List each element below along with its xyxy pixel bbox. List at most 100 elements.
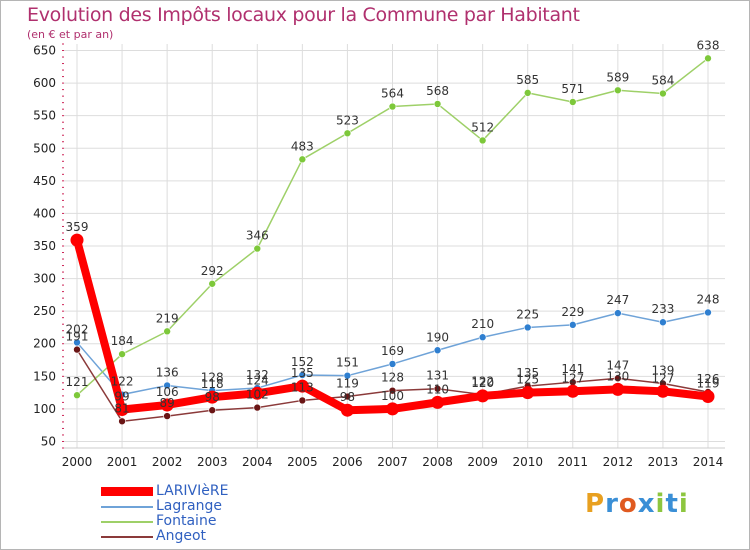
- data-label-larivi-re-2005: 135: [291, 366, 314, 380]
- marker-fontaine-2014: [704, 54, 712, 63]
- data-label-lagrange-2004: 132: [246, 368, 269, 382]
- data-label-larivi-re-2003: 118: [201, 377, 224, 391]
- data-label-lagrange-2002: 136: [156, 365, 179, 379]
- data-label-fontaine-2008: 568: [426, 84, 449, 98]
- legend-label-larivi-re: LARIVIèRE: [156, 483, 229, 499]
- x-tick-label-2004: 2004: [242, 455, 273, 469]
- marker-fontaine-2009: [478, 136, 487, 145]
- marker-angeot-2003: [208, 406, 217, 415]
- data-label-angeot-2002: 89: [160, 396, 175, 410]
- marker-fontaine-2012: [614, 86, 622, 95]
- data-label-larivi-re-2011: 127: [561, 371, 584, 385]
- y-tick-label-450: 450: [33, 174, 56, 188]
- marker-fontaine-2004: [253, 244, 262, 253]
- marker-angeot-2002: [163, 412, 171, 420]
- legend-label-lagrange: Lagrange: [156, 498, 222, 514]
- logo-letter: t: [665, 489, 679, 519]
- x-tick-label-2001: 2001: [107, 455, 138, 469]
- data-label-angeot-2013: 139: [651, 363, 674, 377]
- x-tick-label-2007: 2007: [377, 455, 408, 469]
- marker-larivi-re-2000: [70, 233, 84, 247]
- marker-lagrange-2012: [614, 309, 622, 317]
- marker-angeot-2004: [253, 403, 262, 412]
- y-tick-label-250: 250: [33, 304, 56, 318]
- data-label-lagrange-2005: 152: [291, 355, 314, 369]
- data-label-angeot-2009: 122: [471, 375, 494, 389]
- data-label-lagrange-2011: 229: [561, 305, 584, 319]
- marker-lagrange-2014: [704, 308, 712, 317]
- data-label-angeot-2014: 126: [697, 372, 720, 386]
- data-label-larivi-re-2006: 98: [340, 390, 355, 404]
- logo-letter: i: [655, 489, 666, 519]
- data-label-lagrange-2001: 122: [111, 375, 134, 389]
- data-label-lagrange-2010: 225: [516, 307, 539, 321]
- marker-angeot-2005: [298, 396, 307, 405]
- data-label-lagrange-2013: 233: [651, 302, 674, 316]
- legend-label-fontaine: Fontaine: [156, 513, 217, 529]
- y-tick-label-650: 650: [33, 44, 56, 58]
- data-label-fontaine-2005: 483: [291, 139, 314, 153]
- y-axis: 50 100 150 200 250 300 350 400 450 500 550 600 650: [33, 43, 64, 449]
- legend-swatch-larivi-re: [101, 487, 153, 496]
- data-label-lagrange-2006: 151: [336, 356, 359, 370]
- logo-letter: o: [618, 489, 638, 519]
- data-label-larivi-re-2014: 119: [697, 377, 720, 391]
- y-tick-label-550: 550: [33, 109, 56, 123]
- marker-fontaine-2000: [73, 391, 81, 400]
- data-label-angeot-2011: 141: [561, 362, 584, 376]
- marker-larivi-re-2009: [476, 389, 490, 403]
- logo-letter: P: [585, 489, 606, 519]
- data-label-larivi-re-2001: 99: [114, 390, 129, 404]
- data-label-larivi-re-2013: 127: [651, 371, 674, 385]
- y-tick-label-200: 200: [33, 337, 56, 351]
- y-tick-label-50: 50: [41, 434, 56, 448]
- x-tick-label-2002: 2002: [152, 455, 183, 469]
- marker-lagrange-2009: [478, 333, 487, 342]
- marker-larivi-re-2007: [386, 402, 399, 416]
- x-tick-label-2013: 2013: [648, 455, 679, 469]
- x-tick-label-2006: 2006: [332, 455, 363, 469]
- data-label-fontaine-2007: 564: [381, 87, 404, 101]
- data-label-fontaine-2001: 184: [111, 334, 134, 348]
- data-label-larivi-re-2012: 130: [606, 369, 629, 383]
- data-label-larivi-re-2002: 106: [156, 385, 179, 399]
- x-tick-label-2012: 2012: [603, 455, 634, 469]
- x-tick-label-2014: 2014: [693, 455, 724, 469]
- proxiti-logo: Proxiti: [585, 489, 689, 519]
- marker-larivi-re-2010: [521, 386, 535, 400]
- marker-larivi-re-2004: [250, 386, 264, 400]
- marker-lagrange-2008: [433, 346, 442, 355]
- data-label-fontaine-2000: 121: [66, 375, 89, 389]
- chart-title: Evolution des Impôts locaux pour la Comm…: [27, 4, 580, 26]
- marker-angeot-2001: [118, 417, 126, 426]
- y-tick-label-300: 300: [33, 272, 56, 286]
- data-label-larivi-re-2009: 120: [471, 376, 494, 390]
- legend-swatch-lagrange: [101, 506, 153, 508]
- marker-larivi-re-2001: [115, 403, 129, 417]
- data-label-fontaine-2006: 523: [336, 113, 359, 127]
- marker-lagrange-2006: [343, 371, 352, 380]
- grid-lines: [64, 44, 725, 448]
- marker-angeot-2012: [614, 374, 622, 383]
- x-tick-label-2010: 2010: [512, 455, 543, 469]
- marker-fontaine-2013: [659, 89, 667, 98]
- legend-label-angeot: Angeot: [156, 528, 207, 544]
- data-label-larivi-re-2007: 100: [381, 389, 404, 403]
- marker-lagrange-2007: [388, 360, 397, 368]
- marker-lagrange-2005: [298, 371, 307, 379]
- data-label-angeot-2000: 191: [66, 330, 89, 344]
- data-labels: 202 122 136 128 132 152 151 169 190 210 225 229 247 2…: [66, 38, 720, 415]
- marker-fontaine-2002: [163, 327, 171, 336]
- data-label-angeot-2001: 81: [114, 401, 129, 415]
- data-label-angeot-2012: 147: [606, 358, 629, 372]
- data-label-larivi-re-2008: 110: [426, 382, 449, 396]
- x-tick-label-2003: 2003: [197, 455, 228, 469]
- data-label-angeot-2010: 135: [516, 366, 539, 380]
- y-tick-label-500: 500: [33, 141, 56, 155]
- marker-lagrange-2011: [568, 321, 577, 329]
- marker-fontaine-2006: [343, 129, 352, 138]
- x-tick-label-2000: 2000: [62, 455, 93, 469]
- data-label-fontaine-2009: 512: [471, 120, 494, 134]
- marker-angeot-2006: [343, 392, 352, 401]
